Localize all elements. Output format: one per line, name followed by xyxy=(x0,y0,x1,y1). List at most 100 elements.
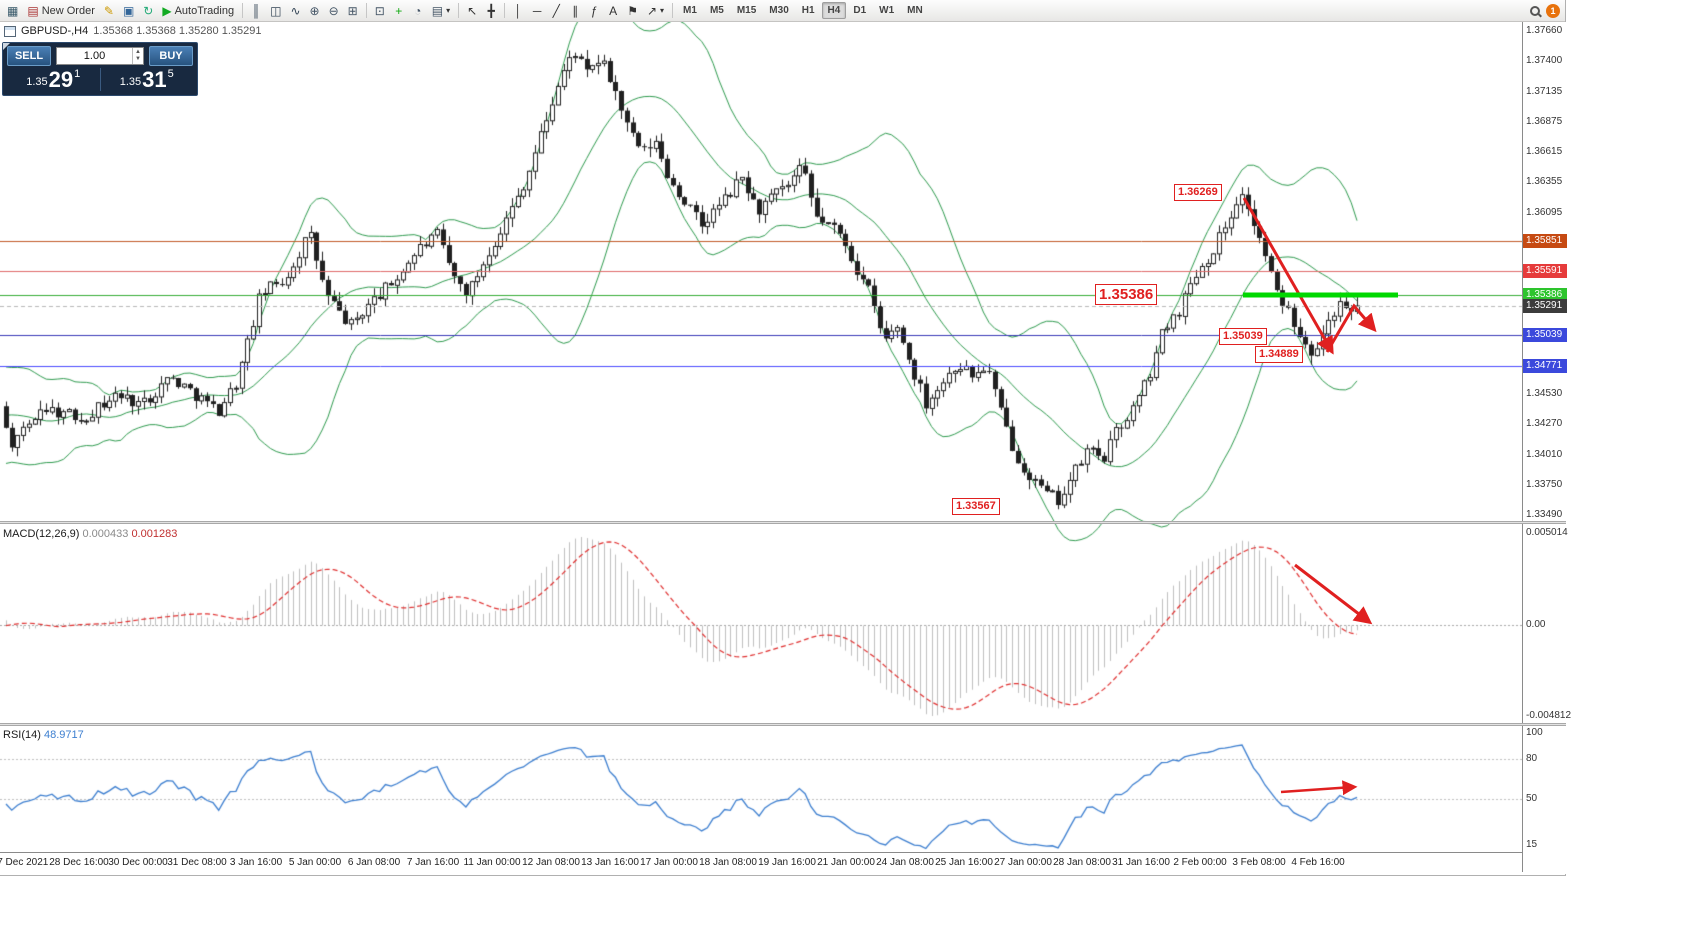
chart-title: GBPUSD-,H4 1.35368 1.35368 1.35280 1.352… xyxy=(4,25,261,37)
price-axis[interactable]: 1.37660 1.37400 1.37135 1.36875 1.36615 1.363… xyxy=(1522,22,1571,872)
annotation-price-tag[interactable]: 1.35386 xyxy=(1095,284,1158,305)
buy-price-pips: 31 xyxy=(142,67,167,92)
indicators-add-icon: + xyxy=(395,3,403,18)
annotation-price-tag[interactable]: 1.34889 xyxy=(1255,346,1303,363)
timeframe-h1-button[interactable]: H1 xyxy=(801,5,815,16)
autotrading-icon: ▶ xyxy=(162,3,172,18)
lot-size-value[interactable]: 1.00 xyxy=(83,50,106,62)
time-axis-label: 21 Jan 00:00 xyxy=(817,857,875,868)
new-order-button[interactable]: ▤ New Order xyxy=(23,2,99,20)
price-level-label: 1.35386 xyxy=(1523,287,1567,302)
clock-icon: ◔ xyxy=(414,3,422,18)
line-chart-button[interactable]: ∿ xyxy=(286,2,304,20)
timeframe-m5-button[interactable]: M5 xyxy=(709,5,724,16)
sell-price-point: 1 xyxy=(74,68,81,80)
time-axis-label: 27 Jan 00:00 xyxy=(994,857,1052,868)
auto-arrange-button[interactable]: ⊡ xyxy=(371,2,389,20)
ohlc-values: 1.35368 1.35368 1.35280 1.35291 xyxy=(93,25,262,37)
time-axis-label: 5 Jan 00:00 xyxy=(288,857,342,868)
collapse-trading-panel-icon[interactable] xyxy=(3,43,10,50)
arrows-tool-button[interactable]: ↗ ▾ xyxy=(643,2,668,20)
time-axis-label: 19 Jan 16:00 xyxy=(758,857,816,868)
timeframe-mn-button[interactable]: MN xyxy=(907,5,923,16)
channel-icon: ∥ xyxy=(572,3,579,18)
trendline-icon: ╱ xyxy=(552,3,560,18)
horizontal-line-button[interactable]: ─ xyxy=(528,2,546,20)
add-indicator-button[interactable]: + xyxy=(390,2,408,20)
panel-divider-macd[interactable] xyxy=(0,521,1566,524)
equidistant-channel-button[interactable]: ∥ xyxy=(566,2,584,20)
time-axis-label: 4 Feb 16:00 xyxy=(1291,857,1345,868)
time-axis-label: 18 Jan 08:00 xyxy=(699,857,757,868)
time-axis-label: 3 Feb 08:00 xyxy=(1232,857,1286,868)
cursor-button[interactable]: ↖ xyxy=(463,2,481,20)
timeframe-w1-button[interactable]: W1 xyxy=(879,5,895,16)
panel-divider-rsi[interactable] xyxy=(0,723,1566,726)
chart-window: GBPUSD-,H4 1.35368 1.35368 1.35280 1.352… xyxy=(0,22,1571,874)
lot-size-input[interactable]: 1.00 ▲ ▼ xyxy=(56,47,144,65)
sell-button[interactable]: SELL xyxy=(7,46,51,66)
crosshair-button[interactable]: ╋ xyxy=(482,2,500,20)
toolbar-right-group: 1 xyxy=(1530,3,1562,18)
metaeditor-button[interactable]: ✎ xyxy=(100,2,118,20)
zoom-out-button[interactable]: ⊖ xyxy=(325,2,343,20)
trendline-button[interactable]: ╱ xyxy=(547,2,565,20)
text-button[interactable]: A xyxy=(604,2,622,20)
price-axis-label: 1.33490 xyxy=(1526,509,1563,520)
toolbar-left-group: ▦ ▤ New Order ✎ ▣ ↻ ▶ AutoTrading ║ ◫ ∿ ⊕ ⊖ ⊞ ⊡ + ◔ ▤ ▾ ↖ ╋ │… xyxy=(3,2,676,20)
buy-price-base: 1.35 xyxy=(119,76,142,88)
label-icon: ⚑ xyxy=(627,3,638,18)
buy-button[interactable]: BUY xyxy=(149,46,193,66)
price-level-label: 1.35039 xyxy=(1523,328,1567,343)
current-price-label: 1.35291 xyxy=(1523,298,1567,313)
annotation-price-tag[interactable]: 1.33567 xyxy=(952,498,1000,515)
zoom-in-button[interactable]: ⊕ xyxy=(306,2,324,20)
timeframe-h4-button[interactable]: H4 xyxy=(821,2,847,19)
price-chart-canvas[interactable] xyxy=(0,22,1522,854)
timeframe-m30-button[interactable]: M30 xyxy=(769,5,789,16)
vertical-line-button[interactable]: │ xyxy=(509,2,527,20)
annotation-price-tag[interactable]: 1.35039 xyxy=(1219,328,1267,345)
candlestick-chart-icon: ◫ xyxy=(270,3,282,18)
notifications-icon[interactable]: 1 xyxy=(1546,3,1560,18)
price-axis-label: 1.37660 xyxy=(1526,25,1563,36)
trade-prices-row: 1.35 29 1 1.35 31 5 xyxy=(7,68,193,91)
macd-label: MACD(12,26,9) 0.000433 0.001283 xyxy=(3,528,177,540)
price-axis-label: 1.33750 xyxy=(1526,478,1563,490)
timeframe-d1-button[interactable]: D1 xyxy=(853,5,867,16)
text-label-button[interactable]: ⚑ xyxy=(623,2,642,20)
chart-area: GBPUSD-,H4 1.35368 1.35368 1.35280 1.352… xyxy=(0,22,1522,872)
refresh-button[interactable]: ↻ xyxy=(139,2,157,20)
template-button[interactable]: ▤ ▾ xyxy=(428,2,454,20)
time-axis-label: 27 Dec 2021 xyxy=(0,857,49,868)
lot-down-icon[interactable]: ▼ xyxy=(135,56,141,62)
bar-chart-button[interactable]: ║ xyxy=(247,2,265,20)
symbol-period-label: GBPUSD-,H4 xyxy=(21,25,89,37)
price-axis-label: 1.34270 xyxy=(1526,418,1563,430)
cursor-icon: ↖ xyxy=(467,3,478,18)
timeframe-m1-button[interactable]: M1 xyxy=(683,5,697,16)
period-selector-button[interactable]: ◔ xyxy=(409,2,427,20)
print-button[interactable]: ▣ xyxy=(119,2,138,20)
search-icon[interactable] xyxy=(1530,5,1540,16)
timeframe-m15-button[interactable]: M15 xyxy=(736,5,757,16)
dropdown-arrow-icon: ▾ xyxy=(660,6,665,15)
new-chart-button[interactable]: ▦ xyxy=(3,2,22,20)
autotrading-button[interactable]: ▶ AutoTrading xyxy=(158,2,238,20)
arrange-icon: ⊡ xyxy=(374,3,385,18)
annotation-price-tag[interactable]: 1.36269 xyxy=(1174,184,1222,201)
macd-axis-label: -0.004812 xyxy=(1526,710,1572,721)
price-level-label: 1.35591 xyxy=(1523,264,1567,279)
tile-windows-button[interactable]: ⊞ xyxy=(344,2,362,20)
macd-value-1: 0.000433 xyxy=(82,528,129,540)
one-click-trading-panel: SELL 1.00 ▲ ▼ BUY 1.35 29 1 1.35 31 5 xyxy=(2,42,198,96)
lot-up-icon[interactable]: ▲ xyxy=(135,49,141,55)
fibonacci-button[interactable]: ƒ xyxy=(585,2,603,20)
candlestick-chart-button[interactable]: ◫ xyxy=(266,2,285,20)
metaeditor-icon: ✎ xyxy=(103,3,114,18)
rsi-axis-label: 80 xyxy=(1526,753,1538,765)
chart-window-icon xyxy=(4,25,16,37)
timeframe-bar: M1 M5 M15 M30 H1 H4 D1 W1 MN xyxy=(677,2,929,19)
zoom-in-icon: ⊕ xyxy=(309,3,320,18)
